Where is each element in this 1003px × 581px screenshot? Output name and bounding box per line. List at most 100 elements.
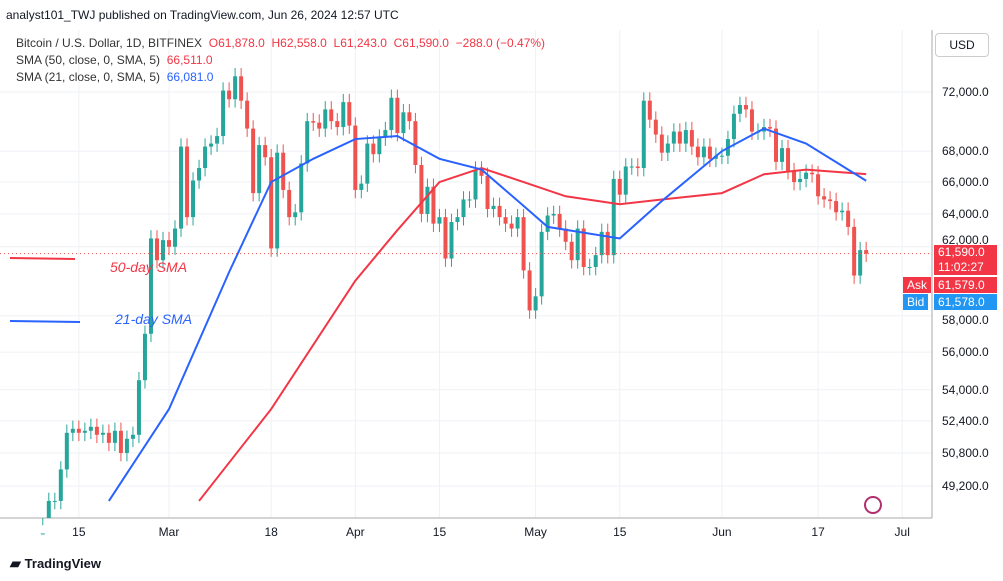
candle-body — [774, 128, 779, 162]
sma21-label: SMA (21, close, 0, SMA, 5) — [16, 70, 161, 84]
candle-body — [635, 166, 640, 169]
candle-body — [160, 240, 165, 261]
candle-body — [329, 109, 334, 122]
candle-body — [641, 100, 646, 169]
y-tick-label: 64,000.0 — [942, 207, 989, 221]
candle-body — [822, 196, 827, 200]
candle-body — [852, 226, 857, 276]
candle-body — [64, 432, 69, 470]
sma50-annotation-line — [9, 257, 76, 260]
candle-body — [737, 105, 742, 114]
candle-body — [569, 241, 574, 261]
candle-body — [341, 102, 346, 128]
candle-body — [858, 250, 863, 276]
candle-body — [792, 171, 797, 183]
y-tick-label: 56,000.0 — [942, 345, 989, 359]
candle-body — [395, 97, 400, 134]
y-tick-label: 54,000.0 — [942, 383, 989, 397]
candle-body — [251, 128, 256, 194]
candle-body — [834, 201, 839, 213]
candle-body — [743, 105, 748, 110]
candle-body — [389, 97, 394, 131]
candle-body — [112, 430, 117, 443]
candle-body — [671, 131, 676, 144]
x-tick-label: Apr — [346, 525, 365, 539]
last-price: 61,590.0 — [938, 245, 985, 259]
candle-body — [263, 145, 268, 158]
candle-body — [88, 426, 93, 431]
candle-body — [515, 217, 520, 229]
candle-body — [323, 109, 328, 129]
candle-body — [467, 199, 472, 201]
candle-body — [479, 169, 484, 176]
candle-body — [485, 175, 490, 210]
candle-body — [154, 238, 159, 261]
candle-body — [557, 213, 562, 229]
ask-price: 61,579.0 — [934, 277, 997, 293]
candle-body — [191, 180, 196, 218]
candle-body — [503, 217, 508, 224]
tradingview-logo[interactable]: ▰ TradingView — [10, 555, 101, 571]
candle-body — [461, 199, 466, 218]
candle-body — [419, 164, 424, 214]
x-tick-label: 15 — [433, 525, 447, 539]
events-icon — [864, 496, 882, 514]
candle-body — [136, 380, 141, 435]
candle-body — [239, 76, 244, 101]
candle-body — [209, 143, 214, 147]
open-value: 61,878.0 — [218, 36, 265, 50]
candle-body — [215, 136, 220, 144]
x-tick-label: 18 — [264, 525, 278, 539]
candle-body — [299, 163, 304, 213]
price-chart[interactable]: 72,000.0 68,000.0 66,000.0 64,000.0 62,000.0… — [0, 30, 1003, 550]
candle-body — [311, 121, 316, 123]
candle-body — [551, 213, 556, 216]
currency-button[interactable]: USD — [935, 33, 989, 57]
close-value: 61,590.0 — [402, 36, 449, 50]
candle-body — [371, 143, 376, 155]
candle-body — [521, 217, 526, 271]
sma50-line — [198, 166, 867, 502]
candle-body — [347, 102, 352, 126]
bid-label: Bid — [903, 294, 929, 310]
candle-body — [707, 146, 712, 159]
candle-body — [533, 296, 538, 311]
publisher-header: analyst101_TWJ published on TradingView.… — [6, 8, 399, 22]
candle-body — [491, 205, 496, 210]
candle-body — [846, 210, 851, 227]
candle-body — [786, 148, 791, 172]
candle-body — [437, 217, 442, 224]
candle-body — [629, 166, 634, 168]
candle-body — [449, 222, 454, 259]
sma21-line — [108, 127, 867, 502]
candle-body — [828, 199, 833, 202]
high-value: 62,558.0 — [280, 36, 327, 50]
candle-body — [599, 231, 604, 256]
candle-body — [52, 500, 57, 502]
candle-body — [245, 100, 250, 129]
bid-price: 61,578.0 — [934, 294, 997, 310]
sma50-annotation: 50-day SMA — [110, 259, 187, 275]
candle-body — [780, 148, 785, 162]
candle-body — [683, 130, 688, 144]
tv-logo-icon: ▰ — [10, 555, 25, 571]
candle-body — [659, 134, 664, 153]
candle-body — [383, 130, 388, 138]
candle-body — [617, 178, 622, 195]
candle-body — [840, 210, 845, 213]
candle-body — [864, 250, 869, 254]
y-tick-label: 58,000.0 — [942, 313, 989, 327]
candle-body — [94, 426, 99, 435]
candle-body — [281, 152, 286, 190]
candle-body — [611, 178, 616, 256]
last-price-tag: 61,590.0 11:02:27 — [934, 245, 997, 275]
candle-body — [701, 146, 706, 158]
candle-body — [377, 137, 382, 155]
candle-body — [287, 189, 292, 218]
candle-body — [46, 500, 51, 518]
candle-body — [605, 231, 610, 256]
candle-body — [106, 432, 111, 443]
candle-body — [816, 174, 821, 197]
y-tick-label: 50,800.0 — [942, 446, 989, 460]
candle-body — [359, 183, 364, 190]
